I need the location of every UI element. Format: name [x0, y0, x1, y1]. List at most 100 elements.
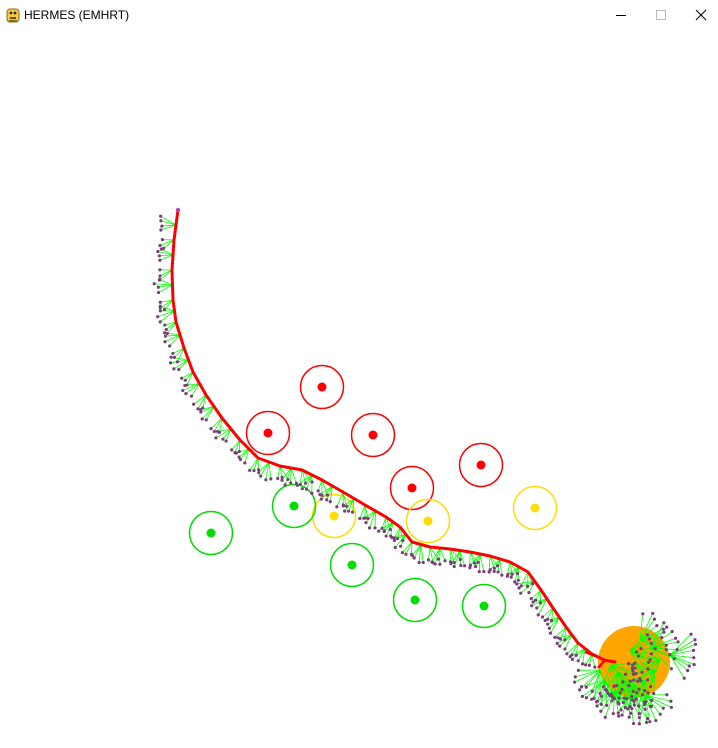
tree-node [243, 461, 247, 465]
tree-branch [186, 371, 194, 386]
tree-node [647, 637, 652, 641]
tree-node [664, 648, 668, 652]
tree-branch [265, 461, 270, 480]
tree-node [189, 394, 194, 398]
tree-node [298, 482, 302, 487]
tree-branch [202, 394, 207, 409]
tree-node [519, 591, 523, 595]
tree-node [536, 613, 540, 617]
minimize-button[interactable] [600, 0, 642, 31]
tree-branch [591, 679, 606, 700]
tree-branch [164, 321, 177, 326]
tree-branch [669, 649, 694, 656]
tree-node [550, 619, 554, 623]
tree-branch [536, 598, 548, 609]
tree-node [527, 590, 531, 595]
tree-node [401, 539, 405, 543]
tree-node [458, 557, 462, 562]
tree-node [630, 698, 634, 702]
tree-node [563, 638, 567, 642]
tree-node [611, 711, 615, 716]
obstacle-center [206, 528, 216, 538]
tree-branch [394, 534, 407, 548]
tree-branch [614, 683, 636, 700]
tree-branch [547, 607, 554, 620]
tree-branch [321, 485, 333, 500]
tree-branch [644, 694, 651, 722]
tree-branch [369, 510, 376, 528]
tree-branch [585, 653, 593, 666]
tree-branch [582, 648, 586, 664]
tree-branch [343, 498, 355, 507]
tree-branch [669, 643, 696, 656]
tree-node [158, 258, 162, 262]
tree-branch [647, 659, 661, 681]
tree-branch [182, 383, 200, 391]
tree-node [157, 277, 162, 281]
simulation-canvas[interactable] [0, 31, 718, 748]
tree-node [665, 625, 669, 629]
close-button[interactable] [680, 0, 718, 31]
tree-branch [644, 694, 671, 702]
tree-node [158, 300, 162, 304]
obstacle-ring [405, 498, 451, 544]
tree-branch [172, 347, 185, 354]
tree-node [576, 668, 580, 672]
tree-node [640, 670, 644, 674]
tree-node [367, 526, 372, 530]
tree-node [159, 247, 163, 251]
tree-node [599, 709, 603, 713]
tree-node [163, 340, 167, 344]
tree-branch [405, 541, 413, 555]
tree-node [661, 706, 665, 710]
tree-branch [537, 598, 548, 616]
tree-branch [244, 448, 250, 463]
tree-node [157, 254, 161, 258]
tree-node [300, 487, 304, 491]
tree-node [627, 683, 631, 688]
tree-branch [649, 637, 676, 649]
obstacle-center [476, 460, 486, 470]
tree-node [238, 457, 243, 462]
tree-branch [601, 679, 626, 697]
tree-node [443, 559, 447, 563]
tree-branch [669, 654, 694, 659]
tree-node [526, 584, 530, 589]
tree-node [421, 560, 425, 565]
tree-branch [475, 553, 481, 567]
tree-node [638, 677, 642, 681]
maximize-icon [656, 10, 666, 20]
tree-branch [431, 547, 441, 563]
tree-node [162, 331, 167, 335]
tree-node [169, 355, 173, 359]
tree-branch [319, 485, 333, 495]
tree-node [364, 521, 368, 525]
tree-branch [574, 669, 601, 683]
tree-node [373, 526, 377, 530]
tree-node [410, 553, 415, 558]
tree-node [604, 688, 609, 692]
tree-node [664, 643, 668, 647]
tree-branch [669, 639, 696, 656]
tree-branch [185, 371, 194, 381]
tree-branch [210, 417, 223, 429]
tree-node [216, 429, 220, 434]
tree-node [587, 663, 591, 667]
tree-node [634, 650, 639, 654]
tree-node [510, 572, 514, 576]
tree-node [631, 672, 636, 676]
maximize-button[interactable] [640, 0, 682, 31]
tree-branch [609, 671, 619, 696]
obstacle-center [329, 511, 339, 521]
tree-node [280, 478, 284, 482]
tree-node [426, 558, 431, 562]
tree-node [672, 657, 676, 661]
tree-branch [205, 406, 215, 421]
tree-branch [571, 642, 579, 656]
tree-node [362, 516, 366, 520]
tree-branch [169, 334, 181, 347]
tree-branch [159, 279, 173, 286]
tree-node [673, 636, 678, 640]
tree-node [335, 505, 339, 509]
tree-node [621, 680, 625, 684]
